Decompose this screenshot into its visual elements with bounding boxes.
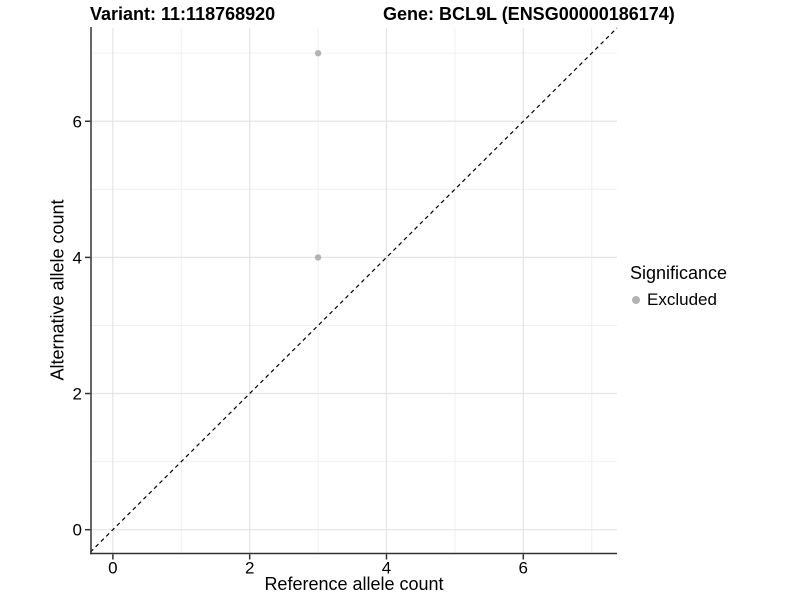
legend-item-label: Excluded [647,290,717,309]
y-tick-label: 6 [73,112,82,131]
y-tick-label: 2 [73,385,82,404]
legend-item-excluded: Excluded [630,290,727,310]
x-tick-label: 2 [245,559,254,578]
plot-title-variant: Variant: 11:118768920 [90,4,276,24]
x-tick-label: 4 [382,559,391,578]
y-tick-label: 4 [73,248,82,267]
data-point [314,254,322,261]
legend: Significance Excluded [630,263,727,310]
legend-title: Significance [630,263,728,283]
data-point [314,49,322,57]
y-axis-title: Alternative allele count [47,199,68,381]
x-tick-label: 6 [519,559,528,578]
identity-line [89,27,618,553]
plot-title-gene: Gene: BCL9L (ENSG00000186174) [383,4,675,24]
y-tick-label: 0 [73,521,82,540]
excluded-marker-icon [632,296,640,304]
x-tick-label: 0 [108,559,117,578]
x-axis-title: Reference allele count [264,574,444,594]
